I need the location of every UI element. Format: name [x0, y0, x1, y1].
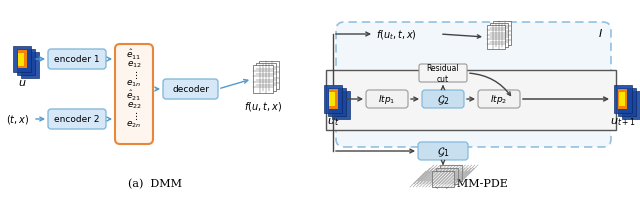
Text: $\hat{e}_{11}$: $\hat{e}_{11}$	[127, 48, 141, 62]
FancyBboxPatch shape	[440, 165, 462, 181]
FancyBboxPatch shape	[622, 92, 640, 119]
Text: $f(u, t, x)$: $f(u, t, x)$	[244, 100, 282, 113]
FancyBboxPatch shape	[330, 93, 335, 106]
FancyBboxPatch shape	[366, 90, 408, 108]
FancyBboxPatch shape	[432, 171, 454, 187]
FancyBboxPatch shape	[115, 45, 153, 144]
Text: $u$: $u$	[18, 78, 26, 87]
FancyBboxPatch shape	[13, 47, 31, 73]
FancyBboxPatch shape	[478, 90, 520, 108]
Text: $I$: $I$	[598, 27, 603, 39]
FancyBboxPatch shape	[614, 86, 632, 114]
Text: (b)  MM-PDE: (b) MM-PDE	[434, 178, 508, 188]
FancyBboxPatch shape	[253, 66, 273, 94]
Text: $Itp_1$: $Itp_1$	[378, 93, 396, 106]
FancyBboxPatch shape	[618, 90, 627, 109]
Text: $e_{1n}$: $e_{1n}$	[127, 78, 141, 89]
FancyBboxPatch shape	[163, 80, 218, 100]
FancyBboxPatch shape	[490, 24, 508, 48]
Text: $u_t$: $u_t$	[327, 115, 339, 127]
FancyBboxPatch shape	[487, 26, 505, 50]
FancyBboxPatch shape	[620, 93, 625, 106]
Text: $\hat{e}_{21}$: $\hat{e}_{21}$	[127, 88, 141, 103]
FancyBboxPatch shape	[21, 53, 39, 79]
FancyBboxPatch shape	[436, 168, 458, 184]
Text: encoder 1: encoder 1	[54, 55, 100, 64]
FancyBboxPatch shape	[422, 90, 464, 108]
FancyBboxPatch shape	[326, 71, 616, 130]
FancyBboxPatch shape	[418, 142, 468, 160]
FancyBboxPatch shape	[324, 86, 342, 114]
Text: (a)  DMM: (a) DMM	[128, 178, 182, 188]
FancyBboxPatch shape	[618, 88, 636, 116]
FancyBboxPatch shape	[332, 92, 350, 119]
Text: $e_{2n}$: $e_{2n}$	[127, 119, 141, 130]
FancyBboxPatch shape	[328, 88, 346, 116]
FancyBboxPatch shape	[419, 65, 467, 83]
FancyBboxPatch shape	[48, 50, 106, 70]
Text: $f(u_t, t, x)$: $f(u_t, t, x)$	[376, 28, 417, 42]
Text: $e_{22}$: $e_{22}$	[127, 100, 141, 111]
Text: $\vdots$: $\vdots$	[131, 69, 138, 81]
Text: decoder: decoder	[172, 85, 209, 94]
FancyBboxPatch shape	[48, 109, 106, 129]
Text: $u_{t+1}$: $u_{t+1}$	[610, 115, 636, 127]
FancyBboxPatch shape	[19, 53, 24, 66]
Text: $(t, x)$: $(t, x)$	[6, 113, 29, 126]
Text: $e_{12}$: $e_{12}$	[127, 59, 141, 70]
Text: encoder 2: encoder 2	[54, 115, 100, 124]
FancyBboxPatch shape	[256, 64, 276, 92]
Text: $\mathcal{G}_1$: $\mathcal{G}_1$	[436, 144, 449, 158]
Text: $\mathcal{G}_2$: $\mathcal{G}_2$	[436, 93, 449, 106]
FancyBboxPatch shape	[17, 50, 35, 76]
FancyBboxPatch shape	[493, 22, 511, 46]
Text: $\vdots$: $\vdots$	[131, 109, 138, 121]
FancyBboxPatch shape	[328, 90, 337, 109]
FancyBboxPatch shape	[336, 23, 611, 147]
Text: Residual
cut: Residual cut	[427, 64, 460, 83]
Text: $Itp_2$: $Itp_2$	[490, 93, 508, 106]
FancyBboxPatch shape	[259, 62, 279, 89]
FancyBboxPatch shape	[17, 51, 26, 69]
